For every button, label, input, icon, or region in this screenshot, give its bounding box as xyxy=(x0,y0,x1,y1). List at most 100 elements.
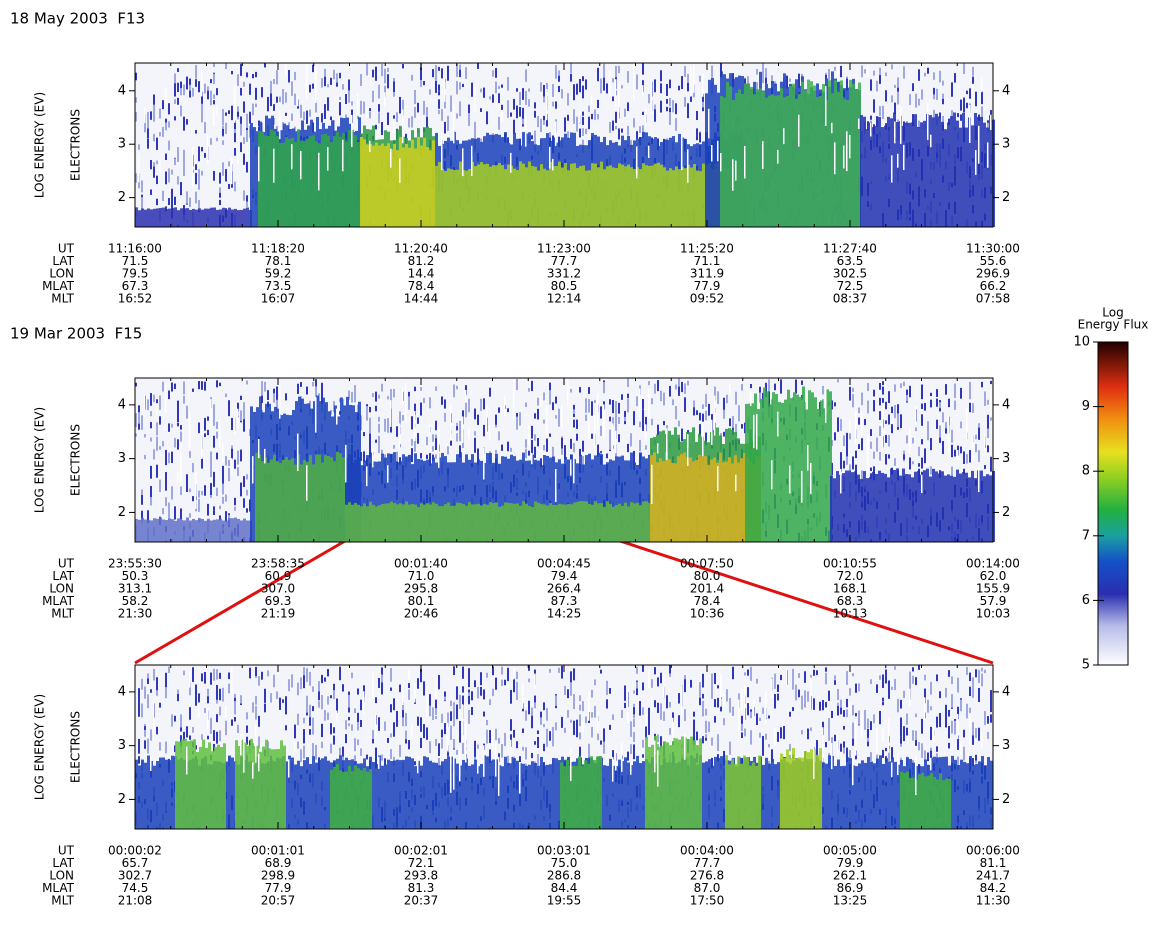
spectrogram-speckle xyxy=(204,672,206,684)
spectrogram-gap xyxy=(159,158,161,173)
spectrogram-speckle xyxy=(786,75,788,89)
spectrogram-column xyxy=(875,125,878,227)
spectrogram-speckle xyxy=(966,102,968,109)
spectrogram-column xyxy=(375,142,378,227)
spectrogram-speckle xyxy=(486,672,488,678)
spectrogram-speckle xyxy=(156,160,158,165)
spectrogram-column xyxy=(869,477,872,542)
spectrogram-column xyxy=(564,162,567,227)
spectrogram-speckle xyxy=(954,400,956,410)
spectrogram-speckle xyxy=(303,717,305,724)
spectrogram-column xyxy=(168,208,171,227)
spectrogram-speckle xyxy=(213,435,215,448)
spectrogram-speckle xyxy=(231,448,233,459)
spectrogram-speckle xyxy=(228,672,230,680)
spectrogram-speckle xyxy=(573,409,575,414)
spectrogram-speckle xyxy=(174,99,176,105)
spectrogram-column xyxy=(366,144,369,227)
spectrogram-column xyxy=(778,401,781,542)
spectrogram-speckle xyxy=(213,411,215,426)
spectrogram-column xyxy=(250,406,253,542)
spectrogram-speckle xyxy=(393,115,395,119)
spectrogram-column xyxy=(303,140,306,227)
spectrogram-column xyxy=(465,505,468,542)
spectrogram-speckle xyxy=(723,397,725,410)
spectrogram-speckle xyxy=(444,691,446,697)
spectrogram-speckle xyxy=(234,129,236,143)
spectrogram-column xyxy=(836,471,839,542)
row-value: 16:52 xyxy=(118,292,153,306)
spectrogram-speckle xyxy=(192,388,194,392)
spectrogram-speckle xyxy=(312,706,314,712)
spectrogram-speckle xyxy=(366,754,368,760)
spectrogram-column xyxy=(633,168,636,227)
spectrogram-speckle xyxy=(333,727,335,734)
spectrogram-column xyxy=(321,134,324,227)
spectrogram-column xyxy=(911,122,914,227)
spectrogram-speckle xyxy=(153,109,155,122)
spectrogram-column xyxy=(402,147,405,227)
spectrogram-column xyxy=(372,461,375,542)
spectrogram-speckle xyxy=(555,722,557,731)
spectrogram-column xyxy=(636,502,639,542)
spectrogram-column xyxy=(531,165,534,227)
spectrogram-column xyxy=(683,452,686,542)
spectrogram-speckle xyxy=(987,445,989,453)
spectrogram-speckle xyxy=(138,405,140,415)
spectrogram-speckle xyxy=(960,387,962,399)
spectrogram-column xyxy=(294,141,297,227)
spectrogram-column xyxy=(492,462,495,542)
spectrogram-speckle xyxy=(285,725,287,731)
spectrogram-speckle xyxy=(246,725,248,733)
spectrogram-speckle xyxy=(912,437,914,444)
spectrogram-column xyxy=(414,453,417,542)
spectrogram-speckle xyxy=(222,109,224,122)
spectrogram-speckle xyxy=(405,730,407,740)
spectrogram-speckle xyxy=(669,107,671,113)
spectrogram-speckle xyxy=(462,742,464,754)
spectrogram-speckle xyxy=(321,741,323,749)
spectrogram-speckle xyxy=(759,386,761,393)
spectrogram-column xyxy=(624,502,627,542)
spectrogram-column xyxy=(516,503,519,542)
spectrogram-column xyxy=(872,127,875,227)
spectrogram-column xyxy=(699,171,702,227)
spectrogram-gap xyxy=(315,67,317,104)
spectrogram-speckle xyxy=(432,69,434,78)
spectrogram-speckle xyxy=(360,748,362,756)
spectrogram-column xyxy=(333,461,336,542)
spectrogram-column xyxy=(237,518,240,542)
spectrogram-speckle xyxy=(240,695,242,704)
spectrogram-column xyxy=(713,457,716,542)
spectrogram-speckle xyxy=(918,120,920,129)
spectrogram-speckle xyxy=(402,64,404,69)
spectrogram-column xyxy=(369,143,372,227)
spectrogram-speckle xyxy=(534,102,536,109)
spectrogram-speckle xyxy=(528,99,530,107)
spectrogram-speckle xyxy=(222,473,224,484)
spectrogram-column xyxy=(250,122,253,227)
spectrogram-speckle xyxy=(627,125,629,136)
spectrogram-speckle xyxy=(660,83,662,94)
spectrogram-speckle xyxy=(570,73,572,82)
spectrogram-speckle xyxy=(675,406,677,420)
spectrogram-gap xyxy=(861,412,863,436)
spectrogram-column xyxy=(309,136,312,227)
spectrogram-speckle xyxy=(531,752,533,759)
spectrogram-speckle xyxy=(372,393,374,398)
spectrogram-speckle xyxy=(687,74,689,86)
spectrogram-speckle xyxy=(705,410,707,421)
spectrogram-column xyxy=(525,460,528,542)
spectrogram-column xyxy=(639,169,642,227)
spectrogram-speckle xyxy=(492,688,494,697)
spectrogram-speckle xyxy=(582,76,584,82)
spectrogram-column xyxy=(210,207,213,227)
spectrogram-speckle xyxy=(483,398,485,410)
spectrogram-speckle xyxy=(240,142,242,153)
spectrogram-speckle xyxy=(873,99,875,113)
spectrogram-column xyxy=(216,209,219,227)
spectrogram-gap xyxy=(711,145,713,162)
spectrogram-column xyxy=(270,459,273,542)
row-value: 302.5 xyxy=(833,267,867,281)
